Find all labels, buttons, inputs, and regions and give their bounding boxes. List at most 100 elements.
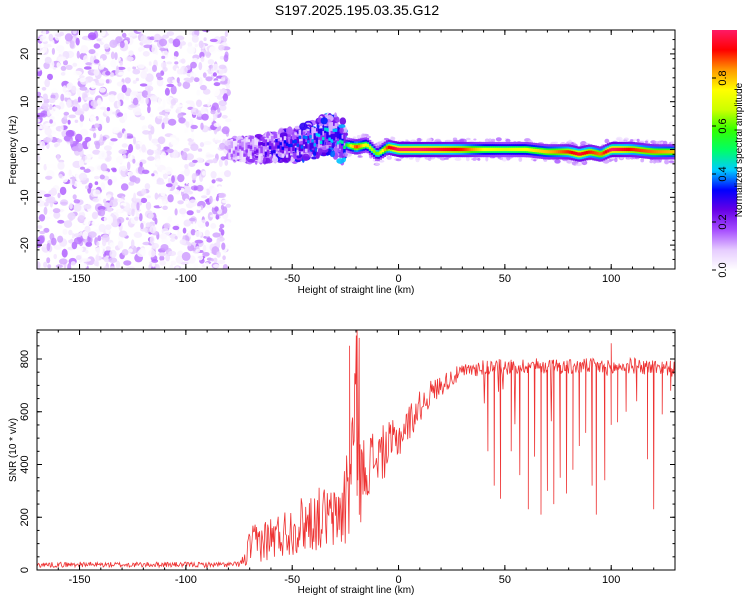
spectrogram-halo-blob [616,138,621,141]
spectrogram-noise-blob [96,241,100,247]
spectrogram-noise-blob [185,100,195,104]
spectrogram-noise-blob [161,210,170,217]
spectrogram-ridge-cell [451,147,455,152]
spectrogram-ridge-cell [645,149,648,153]
spectrogram-noise-blob [37,225,43,229]
spectrogram-noise-blob [218,44,225,51]
spectrogram-noise-blob [119,60,123,66]
spectrogram-noise-blob [38,214,46,222]
spectrogram-noise-blob [138,166,143,172]
spectrogram-noise-blob [190,133,195,140]
spectrogram-noise-blob [144,183,151,190]
spectrogram-noise-blob [161,200,167,205]
spectrogram-noise-blob [161,55,166,60]
spectrogram-ridge-cell [668,150,672,154]
spectrogram-ridge-cell [662,150,665,154]
spectrogram-halo-blob [649,160,653,164]
spectrogram-noise-blob [51,237,57,246]
spectrogram-ridge-cell [234,149,238,157]
spectrogram-noise-blob [147,105,151,114]
spectrogram-noise-blob [219,142,226,150]
spectrogram-ridge-cell [634,148,638,152]
spectrogram-noise-blob [75,255,82,261]
spectrogram-noise-blob [63,111,70,116]
spectrogram-ridge-cell [436,147,440,152]
spectrogram-noise-blob [158,111,166,116]
spectrogram-noise-blob [162,99,166,108]
spectrogram-ridge-cell [349,144,353,148]
spectrogram-noise-blob [117,92,125,102]
spectrogram-noise-blob [194,239,204,244]
spectrogram-ridge-cell [466,147,470,152]
spectrogram-noise-blob [196,255,204,261]
spectrogram-ridge-cell [660,150,663,154]
snr-y-tick-label: 400 [19,455,31,473]
spectrogram-noise-blob [163,230,171,236]
spectrogram-noise-blob [50,187,57,196]
spectrogram-noise-blob [155,158,162,166]
spectrogram-noise-blob [211,200,219,208]
spectrogram-noise-blob [95,254,100,262]
spectrogram-noise-blob [117,208,123,213]
spectrogram-ridge-cell [643,149,646,153]
spectrogram-noise-blob [116,99,121,108]
spectrogram-noise-blob [175,266,180,269]
spectrogram-noise-blob [208,46,217,54]
spectrogram-noise-blob [184,167,190,177]
spectrogram-noise-blob [69,40,75,49]
spectrogram-noise-blob [99,174,105,180]
spectrogram-ridge-cell [334,130,338,138]
spectrogram-noise-blob [211,102,219,111]
spectrogram-noise-blob [83,55,89,63]
spectrogram-noise-blob [203,37,207,42]
spectrogram-noise-blob [61,175,69,183]
spectrogram-ridge-cell [666,150,670,154]
spectrogram-ridge-cell [598,152,601,156]
spectrogram-noise-blob [180,58,186,64]
spectrogram-noise-blob [147,81,153,86]
spectrogram-ridge-cell [239,145,242,149]
spectrogram-noise-blob [148,132,152,141]
spectrogram-blob [294,125,300,130]
snr-marks [37,330,675,569]
spectrogram-noise-blob [214,206,219,212]
spectrogram-noise-blob [140,222,144,230]
spectrogram-noise-blob [44,202,49,207]
spectrogram-noise-blob [43,163,47,171]
spectrogram-halo-blob [374,162,381,166]
spectrogram-ridge-cell [513,147,516,152]
spectrogram-halo-blob [465,156,470,162]
spectrogram-ridge-cell [515,147,519,152]
spectrogram-ridge-cell [387,145,391,149]
spectrogram-noise-blob [181,251,191,261]
spectrogram-ridge-cell [594,151,597,155]
spectrogram-noise-blob [221,126,230,135]
spectrogram-noise-blob [170,238,176,242]
spectrogram-ridge-cell [579,152,582,156]
spectrogram-noise-blob [222,93,228,102]
colorbar-ticks: 0.0 0.2 0.4 0.6 0.8 [712,70,729,278]
spectrogram-noise-blob [38,47,46,55]
spectrogram-noise-blob [79,166,86,170]
spectrogram-noise-blob [212,87,220,97]
spectrogram-noise-blob [73,70,82,76]
spectrogram-noise-blob [151,44,158,54]
spectrogram-ridge-cell [496,147,499,152]
spectrogram-noise-blob [196,220,203,225]
spectrogram-noise-blob [170,98,177,106]
spectrogram-noise-blob [59,186,67,196]
spectrogram-noise-blob [121,143,128,148]
spectrogram-halo-blob [386,155,392,160]
spectrogram-noise-blob [85,185,89,189]
spectrogram-noise-blob [82,258,91,262]
spectrogram-ridge-cell [339,138,342,149]
spectrogram-ridge-cell [302,137,306,145]
spectrogram-ridge-cell [330,122,334,138]
spectrogram-noise-blob [210,171,217,179]
spectrogram-ridge-cell [658,150,661,154]
spectrogram-ridge-cell [332,128,336,132]
spectrogram-noise-blob [91,221,96,226]
spectrogram-noise-blob [47,73,53,81]
spectrogram-noise-blob [53,244,62,250]
spectrogram-halo-blob [623,137,629,141]
